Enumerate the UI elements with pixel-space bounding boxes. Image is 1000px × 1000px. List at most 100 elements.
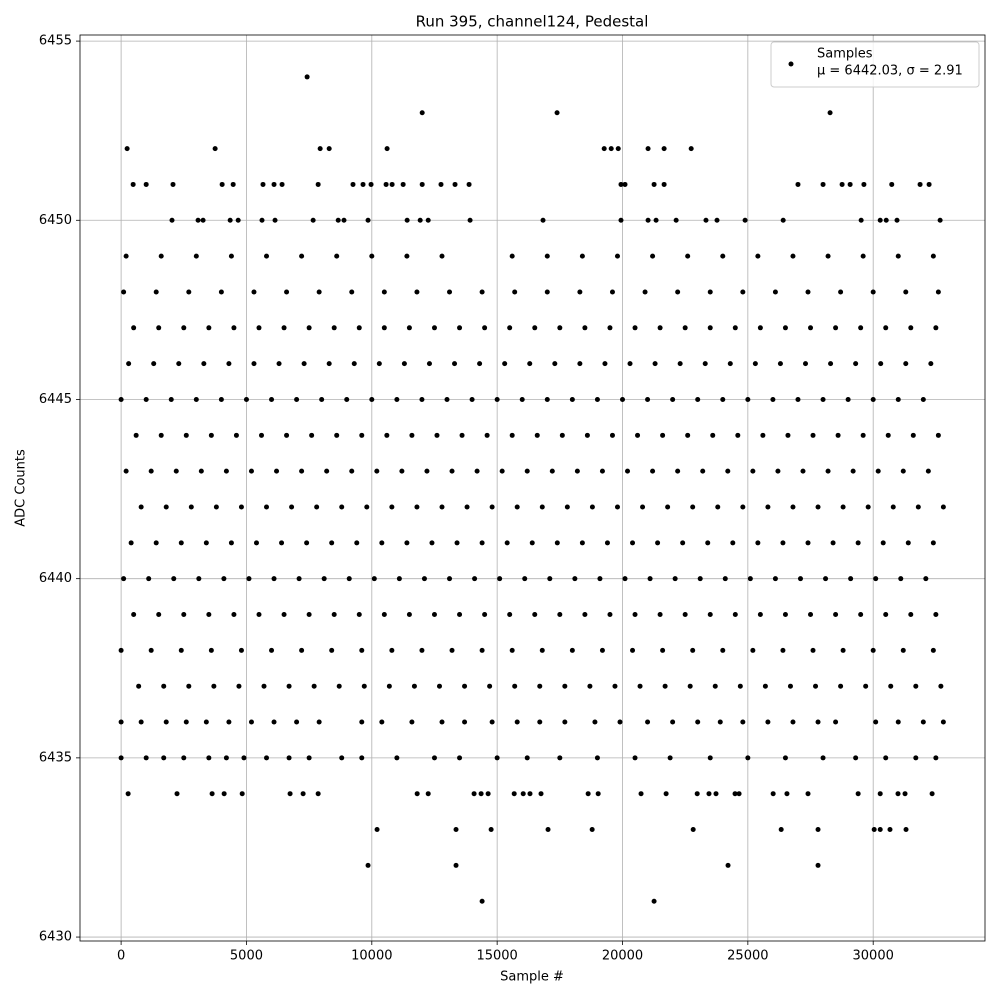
- data-point: [174, 791, 180, 797]
- data-point: [389, 181, 395, 187]
- data-point: [808, 325, 814, 331]
- data-point: [860, 432, 866, 438]
- data-point: [281, 612, 287, 618]
- data-point: [198, 468, 204, 474]
- data-point: [176, 361, 182, 367]
- data-point: [286, 683, 292, 689]
- data-point: [284, 289, 290, 295]
- data-point: [707, 325, 713, 331]
- data-point: [853, 361, 859, 367]
- data-point: [118, 755, 124, 761]
- y-tick-label: 6450: [39, 213, 72, 228]
- data-point: [171, 576, 177, 582]
- data-point: [431, 325, 437, 331]
- data-point: [720, 396, 726, 402]
- data-point: [304, 540, 310, 546]
- data-point: [870, 289, 876, 295]
- data-point: [900, 647, 906, 653]
- data-point: [660, 432, 666, 438]
- data-point: [599, 468, 605, 474]
- y-tick-label: 6435: [39, 750, 72, 765]
- data-point: [482, 325, 488, 331]
- data-point: [790, 504, 796, 510]
- data-point: [196, 576, 202, 582]
- data-point: [489, 719, 495, 725]
- data-point: [256, 325, 262, 331]
- data-point: [404, 540, 410, 546]
- data-point: [675, 289, 681, 295]
- data-point: [775, 468, 781, 474]
- data-point: [688, 146, 694, 152]
- data-point: [118, 647, 124, 653]
- data-point: [589, 827, 595, 833]
- legend-marker: [788, 61, 794, 67]
- data-point: [544, 253, 550, 259]
- data-point: [368, 181, 374, 187]
- data-point: [858, 217, 864, 223]
- data-point: [324, 468, 330, 474]
- data-point: [231, 325, 237, 331]
- data-point: [651, 898, 657, 904]
- data-point: [532, 325, 538, 331]
- data-point: [186, 289, 192, 295]
- data-point: [787, 683, 793, 689]
- data-point: [406, 325, 412, 331]
- y-tick-label: 6430: [39, 930, 72, 945]
- data-point: [780, 217, 786, 223]
- data-point: [762, 683, 768, 689]
- data-point: [452, 361, 458, 367]
- data-point: [873, 719, 879, 725]
- data-point: [903, 289, 909, 295]
- data-point: [544, 396, 550, 402]
- data-point: [938, 683, 944, 689]
- data-point: [618, 217, 624, 223]
- data-point: [186, 683, 192, 689]
- data-point: [151, 361, 157, 367]
- data-point: [673, 217, 679, 223]
- data-point: [713, 791, 719, 797]
- data-point: [219, 181, 225, 187]
- data-point: [627, 361, 633, 367]
- data-point: [457, 325, 463, 331]
- data-point: [782, 755, 788, 761]
- data-point: [369, 396, 375, 402]
- data-point: [472, 576, 478, 582]
- data-point: [417, 217, 423, 223]
- data-point: [898, 576, 904, 582]
- data-point: [750, 468, 756, 474]
- data-point: [509, 432, 515, 438]
- data-point: [757, 325, 763, 331]
- data-point: [148, 468, 154, 474]
- data-point: [883, 325, 889, 331]
- data-point: [661, 181, 667, 187]
- data-point: [479, 540, 485, 546]
- data-point: [419, 110, 425, 116]
- data-point: [512, 289, 518, 295]
- data-point: [532, 612, 538, 618]
- data-point: [183, 719, 189, 725]
- data-point: [937, 217, 943, 223]
- data-point: [549, 468, 555, 474]
- data-point: [514, 504, 520, 510]
- x-tick-label: 5000: [230, 949, 263, 964]
- data-point: [803, 361, 809, 367]
- data-point: [920, 719, 926, 725]
- data-point: [875, 468, 881, 474]
- x-tick-label: 15000: [476, 949, 517, 964]
- data-point: [878, 361, 884, 367]
- legend: Samples μ = 6442.03, σ = 2.91: [770, 41, 980, 88]
- data-point: [712, 683, 718, 689]
- data-point: [706, 791, 712, 797]
- data-point: [579, 253, 585, 259]
- data-point: [569, 647, 575, 653]
- data-point: [296, 576, 302, 582]
- data-point: [464, 504, 470, 510]
- data-point: [742, 217, 748, 223]
- data-point: [940, 719, 946, 725]
- x-tick-label: 10000: [351, 949, 392, 964]
- data-point: [877, 217, 883, 223]
- data-point: [457, 755, 463, 761]
- data-point: [630, 540, 636, 546]
- data-point: [599, 647, 605, 653]
- data-point: [447, 576, 453, 582]
